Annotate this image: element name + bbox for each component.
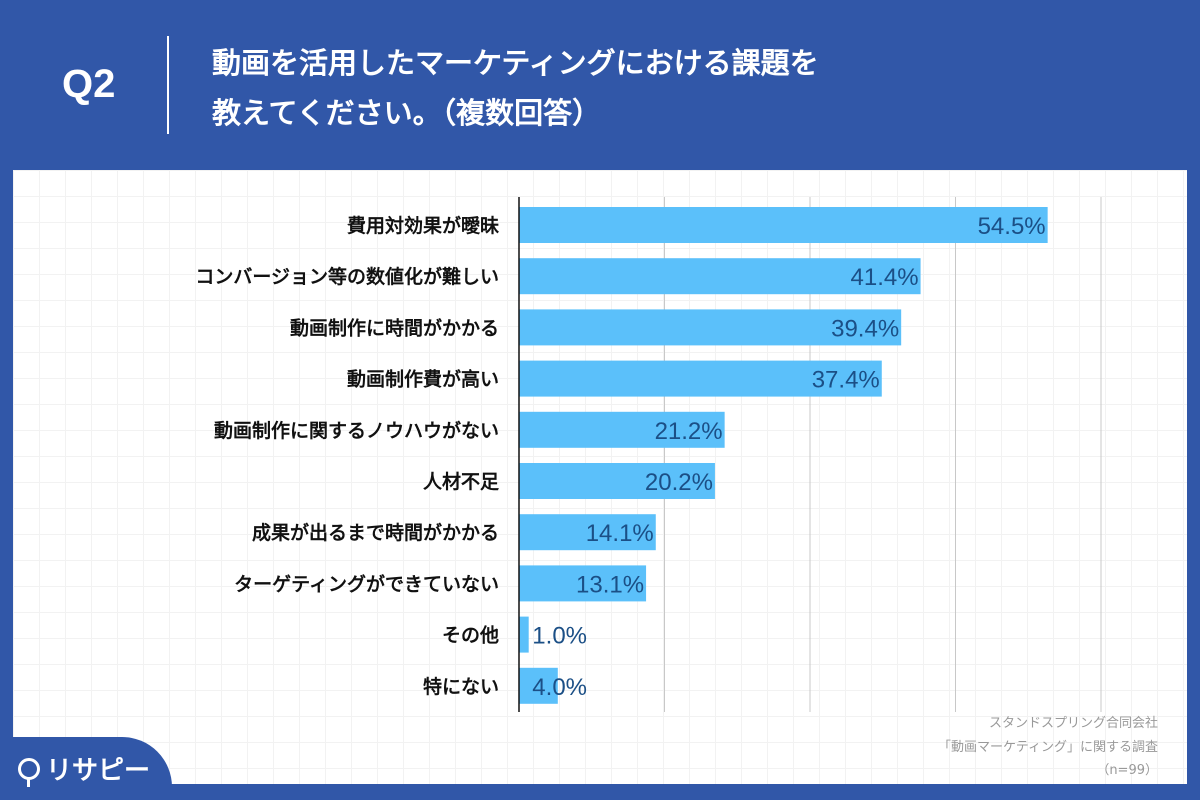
- bar: [519, 616, 529, 653]
- category-label: 動画制作に時間がかかる: [290, 316, 499, 339]
- footnote-sample: （n=99）: [1096, 763, 1158, 778]
- bar: [519, 565, 647, 602]
- bar: [519, 667, 558, 704]
- category-label: ターゲティングができていない: [234, 572, 499, 595]
- pin-icon: [18, 757, 40, 787]
- category-label: 人材不足: [423, 470, 500, 493]
- data-label: 21.2%: [655, 418, 723, 445]
- bar: [519, 309, 902, 346]
- title-line-2: 教えてください。（複数回答）: [212, 96, 602, 130]
- category-label: 動画制作に関するノウハウがない: [214, 419, 499, 442]
- data-label: 37.4%: [812, 367, 880, 394]
- question-number: Q2: [62, 62, 116, 106]
- page-title: 動画を活用したマーケティングにおける課題を 教えてください。（複数回答）: [212, 38, 819, 138]
- category-label: コンバージョン等の数値化が難しい: [195, 265, 499, 288]
- bar: [519, 258, 921, 295]
- data-label: 14.1%: [586, 520, 654, 547]
- header-divider: [167, 36, 169, 134]
- bar: [519, 411, 725, 448]
- data-label: 13.1%: [576, 571, 644, 598]
- brand-logo: リサピー: [18, 750, 150, 787]
- data-label: 41.4%: [851, 264, 919, 291]
- data-label: 39.4%: [831, 315, 899, 342]
- logo-text: リサピー: [46, 756, 151, 786]
- footnote-company: スタンドスプリング合同会社: [988, 716, 1158, 731]
- title-line-1: 動画を活用したマーケティングにおける課題を: [212, 46, 819, 80]
- category-label: 成果が出るまで時間がかかる: [252, 521, 499, 544]
- bar: [519, 463, 715, 499]
- category-label: その他: [442, 624, 499, 647]
- data-label: 54.5%: [978, 213, 1046, 240]
- category-label: 動画制作費が高い: [347, 368, 499, 391]
- data-label: 4.0%: [532, 674, 587, 701]
- bar: [519, 207, 1048, 243]
- category-label: 特にない: [423, 676, 499, 698]
- footnote-survey: 「動画マーケティング」に関する調査: [938, 740, 1158, 755]
- category-label: 費用対効果が曖昧: [347, 214, 500, 237]
- data-label: 1.0%: [532, 623, 587, 650]
- data-label: 20.2%: [645, 469, 713, 496]
- bar: [519, 514, 656, 551]
- bar: [519, 360, 882, 397]
